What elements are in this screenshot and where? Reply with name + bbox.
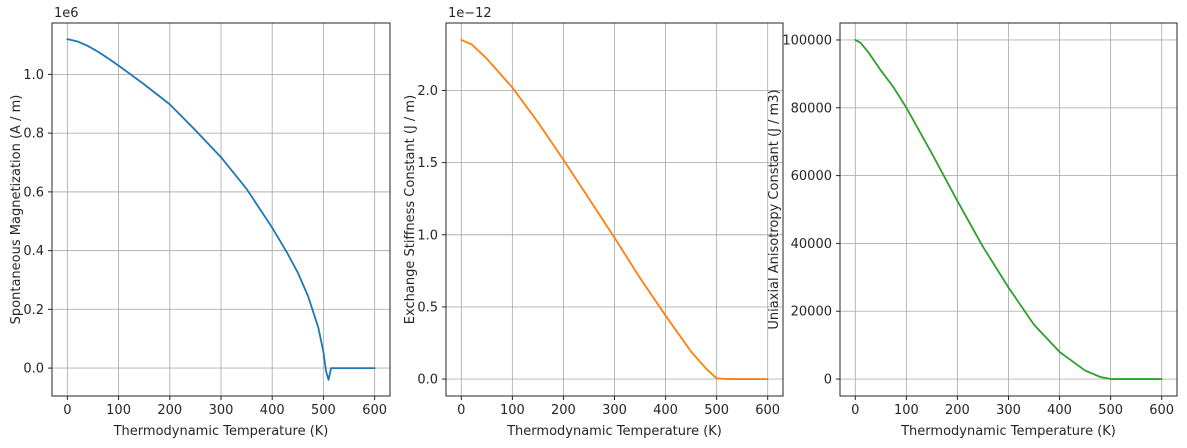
chart-panel-3: 0 100 200 300 400 500 600 0 20000 40000 60000 80000… [767, 22, 1178, 439]
x-tick-label: 600 [755, 403, 780, 418]
x-tick-label: 200 [945, 403, 970, 418]
x-tick-label: 400 [653, 403, 678, 418]
y-tick-label: 0.2 [23, 303, 44, 318]
series-line-1-1 [66, 38, 376, 381]
x-tick-label: 500 [704, 403, 729, 418]
y-axis-label: Spontaneous Magnetization (A / m) [9, 95, 24, 325]
y-tick-label: 0.5 [417, 300, 438, 315]
y-tick-label: 0.6 [23, 185, 44, 200]
y-tick-label: 0.0 [23, 362, 44, 377]
y-tick-label: 2.0 [417, 84, 438, 99]
y-tick-label: 0 [824, 373, 832, 388]
x-tick-label: 400 [260, 403, 285, 418]
x-tick-label: 500 [1098, 403, 1123, 418]
chart-panel-1: 0 100 200 300 400 500 600 0.0 0.2 0.4 0.6 0.8 1.0 The… [9, 6, 391, 439]
y-tick-label: 20000 [791, 305, 832, 320]
y-tick-label: 0.4 [23, 244, 44, 259]
x-axis-label: Thermodynamic Temperature (K) [900, 424, 1116, 439]
y-tick-label: 0.0 [417, 373, 438, 388]
y-axis-label: Uniaxial Anisotropy Constant (J / m3) [767, 89, 782, 329]
y-tick-label: 0.8 [23, 127, 44, 142]
x-tick-label: 600 [362, 403, 387, 418]
x-tick-label: 200 [551, 403, 576, 418]
y-tick-label: 100000 [782, 33, 832, 48]
x-tick-label: 400 [1047, 403, 1072, 418]
y-axis-label: Exchange Stiffness Constant (J / m) [403, 95, 418, 324]
y-tick-label: 40000 [791, 237, 832, 252]
x-axis-label: Thermodynamic Temperature (K) [113, 424, 329, 439]
y-tick-label: 1.0 [23, 68, 44, 83]
y-tick-label: 1.5 [417, 156, 438, 171]
x-tick-label: 500 [311, 403, 336, 418]
x-axis-label: Thermodynamic Temperature (K) [506, 424, 722, 439]
y-tick-label: 1.0 [417, 228, 438, 243]
x-tick-label: 300 [996, 403, 1021, 418]
x-tick-label: 100 [500, 403, 525, 418]
x-tick-label: 200 [157, 403, 182, 418]
chart-panel-2: 0 100 200 300 400 500 600 0.0 0.5 1.0 1.5 2.0 Thermo… [403, 6, 784, 439]
x-tick-label: 0 [63, 403, 71, 418]
x-tick-label: 100 [894, 403, 919, 418]
x-tick-label: 0 [851, 403, 859, 418]
series-line-2-1 [460, 39, 769, 380]
x-tick-label: 100 [106, 403, 131, 418]
x-tick-label: 300 [602, 403, 627, 418]
x-tick-label: 600 [1149, 403, 1174, 418]
series-line-3-1 [854, 39, 1163, 380]
y-tick-label: 80000 [791, 101, 832, 116]
y-offset-label: 1e6 [54, 6, 79, 21]
y-offset-label: 1e−12 [448, 6, 492, 21]
x-tick-label: 300 [209, 403, 234, 418]
y-tick-label: 60000 [791, 169, 832, 184]
x-tick-label: 0 [457, 403, 465, 418]
